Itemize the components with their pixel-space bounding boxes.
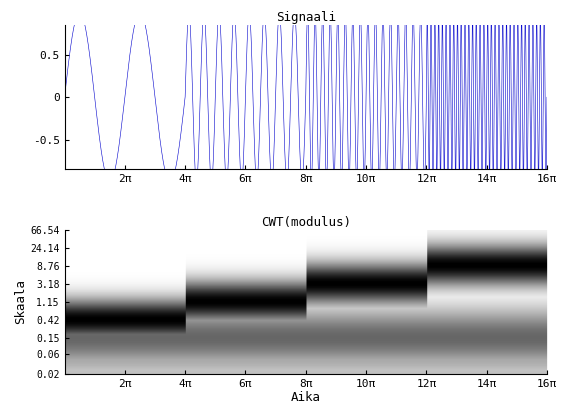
X-axis label: Aika: Aika bbox=[291, 391, 321, 404]
Title: CWT(modulus): CWT(modulus) bbox=[261, 215, 351, 228]
Y-axis label: Skaala: Skaala bbox=[15, 279, 27, 324]
Title: Signaali: Signaali bbox=[276, 11, 335, 24]
